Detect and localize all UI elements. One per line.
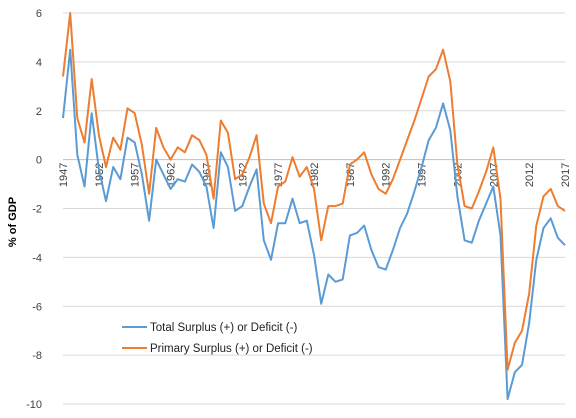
series-lines xyxy=(62,12,566,401)
x-tick-label: 2017 xyxy=(560,163,572,187)
y-axis-label: % of GDP xyxy=(7,197,19,247)
legend: Total Surplus (+) or Deficit (-) Primary … xyxy=(122,322,313,355)
x-tick-label: 1977 xyxy=(273,163,285,187)
x-tick-label: 1997 xyxy=(417,163,429,187)
series-line-0 xyxy=(62,48,566,401)
y-tick-label: -2 xyxy=(32,204,42,216)
y-tick-label: -4 xyxy=(32,252,42,264)
x-tick-label: 1957 xyxy=(130,163,142,187)
y-tick-label: 4 xyxy=(36,57,42,69)
x-tick-label: 1992 xyxy=(381,163,393,187)
y-tick-label: 0 xyxy=(36,155,42,167)
x-tick-label: 1982 xyxy=(309,163,321,187)
y-tick-label: 2 xyxy=(36,106,42,118)
y-tick-labels: 6 4 2 0 -2 -4 -6 -8 -10 xyxy=(26,8,42,411)
series-line-1 xyxy=(62,12,566,371)
x-tick-label: 1947 xyxy=(58,163,70,187)
legend-label: Total Surplus (+) or Deficit (-) xyxy=(150,322,297,334)
x-tick-labels: 1947 1952 1957 1962 1967 1972 1977 1982 1987 1992… xyxy=(58,163,572,187)
x-tick-label: 2012 xyxy=(524,163,536,187)
y-tick-label: -8 xyxy=(32,350,42,362)
legend-label: Primary Surplus (+) or Deficit (-) xyxy=(150,343,313,355)
y-tick-label: -6 xyxy=(32,301,42,313)
x-tick-label: 1962 xyxy=(166,163,178,187)
y-tick-label: 6 xyxy=(36,8,42,20)
x-tick-label: 1972 xyxy=(237,163,249,187)
y-tick-label: -10 xyxy=(26,399,42,411)
